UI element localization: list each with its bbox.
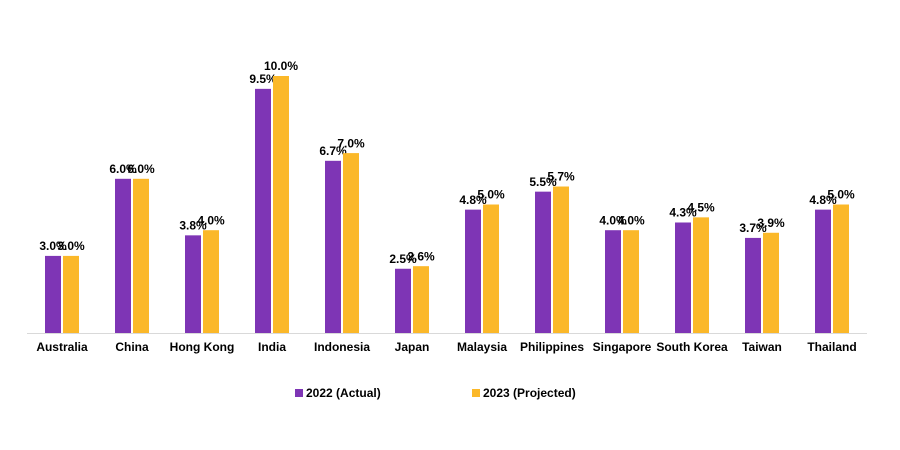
value-label: 10.0%	[264, 59, 298, 73]
value-label: 4.8%	[809, 193, 837, 207]
bar	[325, 160, 341, 333]
value-label: 5.0%	[477, 188, 505, 202]
bar	[675, 222, 691, 333]
bar	[185, 235, 201, 333]
x-tick-label: Indonesia	[314, 340, 370, 354]
bar	[395, 268, 411, 333]
value-label: 9.5%	[249, 72, 277, 86]
bar	[815, 209, 831, 333]
bar	[745, 237, 761, 333]
legend-swatch	[472, 389, 480, 397]
bar	[45, 255, 61, 333]
bar	[465, 209, 481, 333]
bar	[605, 230, 621, 333]
value-label: 2.5%	[389, 252, 417, 266]
x-tick-label: Japan	[395, 340, 430, 354]
bar	[553, 186, 569, 333]
value-label: 4.3%	[669, 206, 697, 220]
legend-swatch	[295, 389, 303, 397]
value-label: 4.0%	[617, 213, 645, 227]
value-label: 5.5%	[529, 175, 557, 189]
bar	[623, 230, 639, 333]
value-label: 7.0%	[337, 136, 365, 150]
x-tick-label: Australia	[36, 340, 88, 354]
bar	[63, 255, 79, 333]
bar	[833, 204, 849, 333]
value-label: 5.0%	[827, 188, 855, 202]
bar	[483, 204, 499, 333]
x-tick-label: Hong Kong	[170, 340, 235, 354]
bar	[255, 88, 271, 333]
x-tick-label: China	[115, 340, 149, 354]
value-label: 5.7%	[547, 170, 575, 184]
bar	[115, 178, 131, 333]
x-tick-label: India	[258, 340, 286, 354]
value-label: 3.9%	[757, 216, 785, 230]
value-label: 4.8%	[459, 193, 487, 207]
value-label: 6.7%	[319, 144, 347, 158]
value-label: 4.0%	[197, 213, 225, 227]
bar	[763, 232, 779, 333]
value-label: 4.5%	[687, 201, 715, 215]
x-tick-label: Thailand	[807, 340, 856, 354]
bar	[413, 266, 429, 333]
x-tick-label: Malaysia	[457, 340, 507, 354]
bar	[133, 178, 149, 333]
value-label: 3.0%	[57, 239, 85, 253]
value-label: 6.0%	[109, 162, 137, 176]
bar	[203, 230, 219, 333]
x-tick-label: South Korea	[656, 340, 728, 354]
value-label: 3.0%	[39, 239, 67, 253]
legend-label: 2022 (Actual)	[306, 386, 381, 400]
x-tick-label: Singapore	[593, 340, 652, 354]
bar	[535, 191, 551, 333]
value-label: 6.0%	[127, 162, 155, 176]
bar	[343, 153, 359, 333]
bar	[693, 217, 709, 333]
value-label: 2.6%	[407, 249, 435, 263]
bar	[273, 76, 289, 333]
value-label: 3.8%	[179, 219, 207, 233]
legend-label: 2023 (Projected)	[483, 386, 576, 400]
x-tick-label: Philippines	[520, 340, 584, 354]
value-label: 3.7%	[739, 221, 767, 235]
value-label: 4.0%	[599, 213, 627, 227]
x-tick-label: Taiwan	[742, 340, 782, 354]
